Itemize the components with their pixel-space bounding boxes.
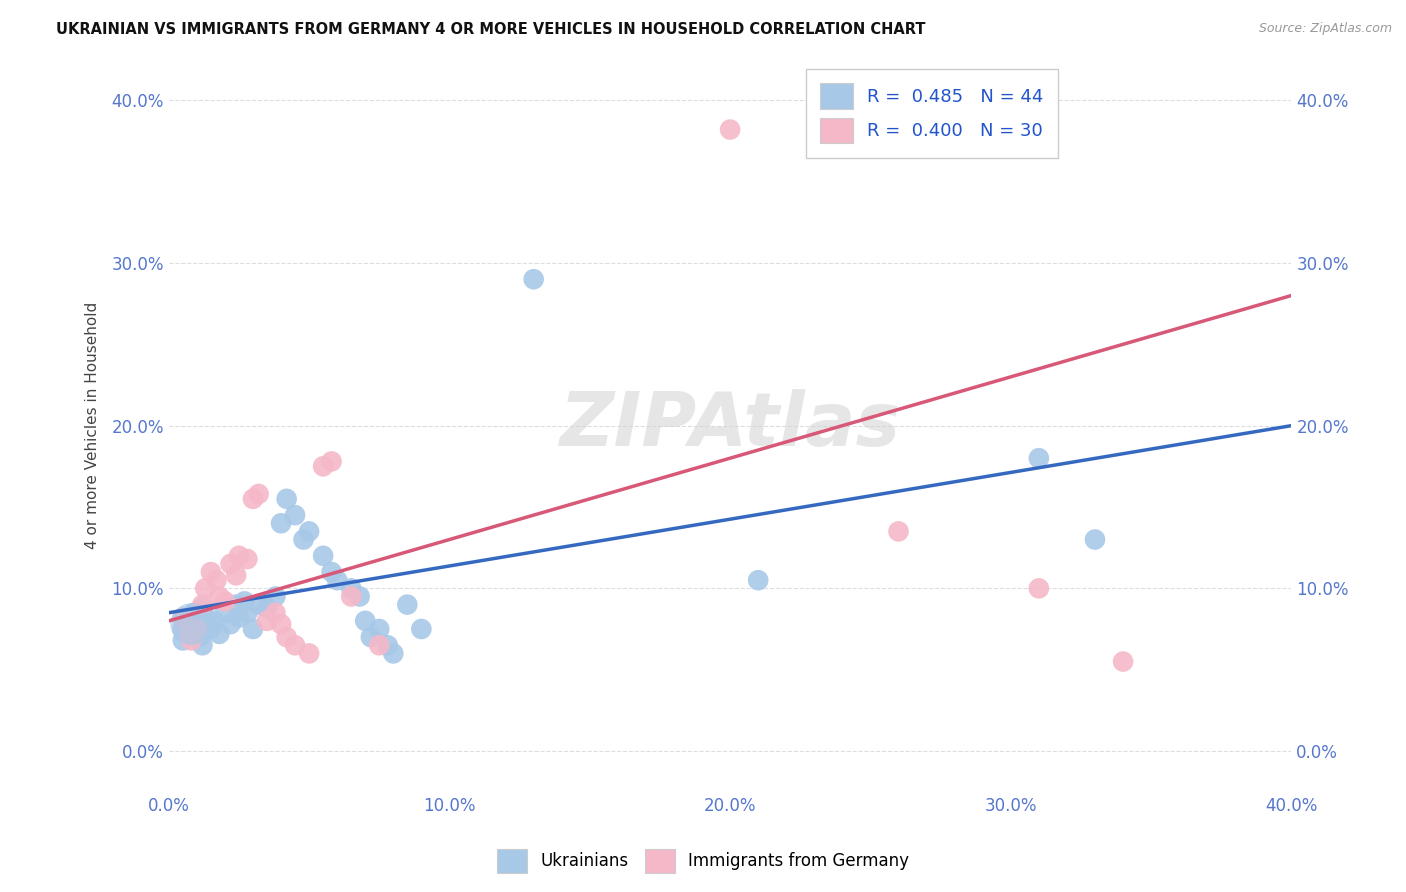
Point xyxy=(326,573,349,587)
Point xyxy=(242,491,264,506)
Point xyxy=(284,508,307,522)
Point xyxy=(180,633,202,648)
Point xyxy=(225,568,247,582)
Text: ZIPAtlas: ZIPAtlas xyxy=(560,389,901,462)
Point xyxy=(225,598,247,612)
Point xyxy=(200,565,222,579)
Point xyxy=(349,590,371,604)
Point xyxy=(718,122,741,136)
Point xyxy=(264,590,287,604)
Point xyxy=(242,622,264,636)
Point xyxy=(377,638,399,652)
Point xyxy=(191,598,214,612)
Legend: R =  0.485   N = 44, R =  0.400   N = 30: R = 0.485 N = 44, R = 0.400 N = 30 xyxy=(806,69,1057,158)
Point xyxy=(228,549,250,563)
Point xyxy=(180,617,202,632)
Point xyxy=(214,606,236,620)
Point xyxy=(208,627,231,641)
Point xyxy=(200,622,222,636)
Text: Source: ZipAtlas.com: Source: ZipAtlas.com xyxy=(1258,22,1392,36)
Point xyxy=(312,459,335,474)
Point xyxy=(276,630,298,644)
Point xyxy=(202,614,225,628)
Point xyxy=(360,630,382,644)
Point xyxy=(194,582,217,596)
Point xyxy=(186,617,208,632)
Point xyxy=(523,272,546,286)
Point xyxy=(205,573,228,587)
Point xyxy=(247,487,270,501)
Point xyxy=(270,617,292,632)
Point xyxy=(1028,451,1050,466)
Point xyxy=(191,638,214,652)
Point xyxy=(214,594,236,608)
Point xyxy=(284,638,307,652)
Point xyxy=(228,610,250,624)
Point xyxy=(208,590,231,604)
Point xyxy=(233,594,256,608)
Point xyxy=(1028,582,1050,596)
Point xyxy=(183,606,205,620)
Point xyxy=(354,614,377,628)
Point xyxy=(340,590,363,604)
Point xyxy=(236,606,259,620)
Point xyxy=(264,606,287,620)
Point xyxy=(340,582,363,596)
Point xyxy=(368,638,391,652)
Point xyxy=(396,598,419,612)
Point xyxy=(270,516,292,531)
Y-axis label: 4 or more Vehicles in Household: 4 or more Vehicles in Household xyxy=(86,302,100,549)
Point xyxy=(887,524,910,539)
Point xyxy=(194,610,217,624)
Point xyxy=(382,647,405,661)
Text: UKRAINIAN VS IMMIGRANTS FROM GERMANY 4 OR MORE VEHICLES IN HOUSEHOLD CORRELATION: UKRAINIAN VS IMMIGRANTS FROM GERMANY 4 O… xyxy=(56,22,925,37)
Point xyxy=(219,617,242,632)
Point xyxy=(276,491,298,506)
Point xyxy=(180,627,202,641)
Point xyxy=(247,598,270,612)
Point xyxy=(191,600,214,615)
Point xyxy=(219,557,242,571)
Point xyxy=(186,622,208,636)
Point xyxy=(256,600,278,615)
Point xyxy=(177,614,200,628)
Point xyxy=(298,524,321,539)
Legend: Ukrainians, Immigrants from Germany: Ukrainians, Immigrants from Germany xyxy=(491,842,915,880)
Point xyxy=(368,622,391,636)
Point xyxy=(172,633,194,648)
Point xyxy=(1084,533,1107,547)
Point xyxy=(321,565,343,579)
Point xyxy=(236,552,259,566)
Point xyxy=(411,622,433,636)
Point xyxy=(298,647,321,661)
Point xyxy=(172,622,194,636)
Point xyxy=(312,549,335,563)
Point xyxy=(177,627,200,641)
Point xyxy=(256,614,278,628)
Point xyxy=(1112,655,1135,669)
Point xyxy=(292,533,315,547)
Point xyxy=(747,573,769,587)
Point xyxy=(172,610,194,624)
Point xyxy=(188,630,211,644)
Point xyxy=(321,454,343,468)
